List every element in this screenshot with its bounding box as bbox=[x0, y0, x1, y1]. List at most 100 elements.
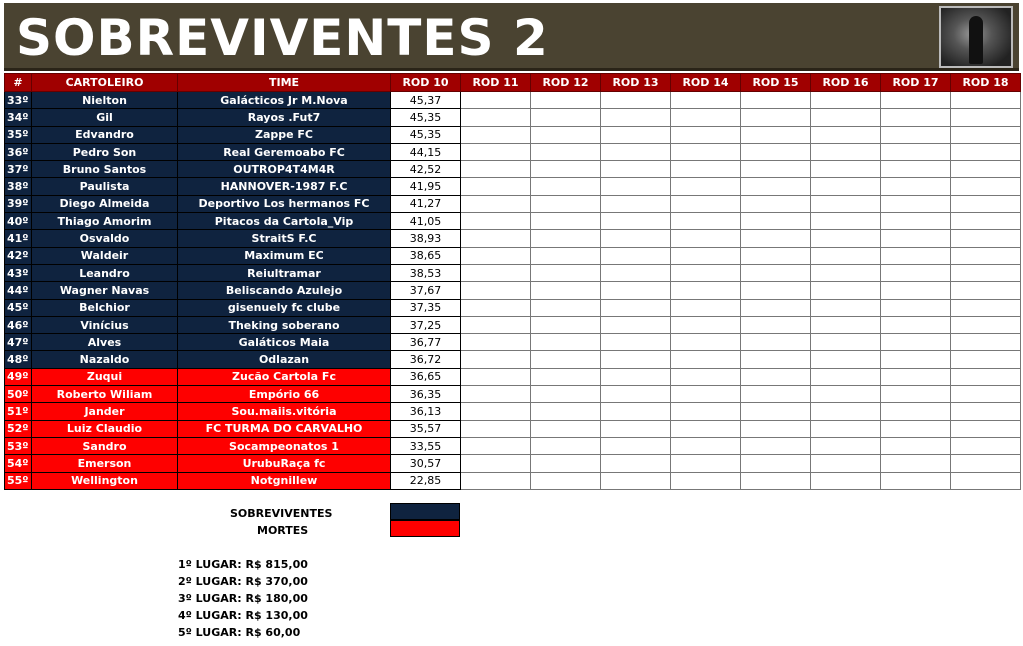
rank-cell: 51º bbox=[4, 402, 32, 421]
empty-round-cell bbox=[600, 419, 671, 438]
empty-round-cell bbox=[530, 263, 601, 283]
empty-round-cell bbox=[670, 125, 741, 144]
empty-round-cell bbox=[460, 229, 531, 248]
empty-round-cell bbox=[460, 194, 531, 214]
table-row: 37º Bruno Santos OUTROP4T4M4R 42,52 bbox=[4, 160, 1021, 179]
empty-round-cell bbox=[810, 263, 881, 283]
rank-cell: 49º bbox=[4, 367, 32, 387]
empty-round-cell bbox=[880, 160, 951, 179]
empty-round-cell bbox=[460, 298, 531, 317]
column-header: ROD 18 bbox=[950, 73, 1021, 92]
table-row: 51º Jander Sou.maiis.vitória 36,13 bbox=[4, 402, 1021, 421]
rod10-cell: 45,35 bbox=[390, 125, 461, 144]
empty-round-cell bbox=[880, 471, 951, 490]
empty-round-cell bbox=[670, 471, 741, 490]
empty-round-cell bbox=[670, 90, 741, 110]
empty-round-cell bbox=[880, 246, 951, 265]
legend-survivors-swatch bbox=[390, 503, 460, 520]
cartoleiro-cell: Edvandro bbox=[31, 125, 178, 144]
empty-round-cell bbox=[530, 419, 601, 438]
column-header: ROD 17 bbox=[880, 73, 951, 92]
cartoleiro-cell: Waldeir bbox=[31, 246, 178, 265]
empty-round-cell bbox=[950, 298, 1021, 317]
empty-round-cell bbox=[810, 246, 881, 265]
team-cell: UrubuRaça fc bbox=[177, 454, 391, 473]
empty-round-cell bbox=[950, 367, 1021, 387]
empty-round-cell bbox=[950, 90, 1021, 110]
rod10-cell: 41,05 bbox=[390, 212, 461, 231]
cartoleiro-cell: Thiago Amorim bbox=[31, 212, 178, 231]
empty-round-cell bbox=[950, 419, 1021, 438]
empty-round-cell bbox=[530, 436, 601, 456]
cartoleiro-cell: Luiz Claudio bbox=[31, 419, 178, 438]
empty-round-cell bbox=[530, 229, 601, 248]
prize-line: 5º LUGAR: R$ 60,00 bbox=[178, 626, 301, 639]
cartoleiro-cell: Osvaldo bbox=[31, 229, 178, 248]
empty-round-cell bbox=[460, 212, 531, 231]
table-row: 44º Wagner Navas Beliscando Azulejo 37,67 bbox=[4, 281, 1021, 300]
empty-round-cell bbox=[460, 108, 531, 127]
empty-round-cell bbox=[810, 177, 881, 196]
empty-round-cell bbox=[740, 402, 811, 421]
rank-cell: 52º bbox=[4, 419, 32, 438]
cartoleiro-cell: Diego Almeida bbox=[31, 194, 178, 214]
empty-round-cell bbox=[740, 298, 811, 317]
empty-round-cell bbox=[880, 436, 951, 456]
empty-round-cell bbox=[740, 281, 811, 300]
empty-round-cell bbox=[880, 333, 951, 352]
empty-round-cell bbox=[810, 436, 881, 456]
cartoleiro-cell: Leandro bbox=[31, 263, 178, 283]
empty-round-cell bbox=[600, 229, 671, 248]
table-row: 36º Pedro Son Real Geremoabo FC 44,15 bbox=[4, 142, 1021, 162]
empty-round-cell bbox=[880, 385, 951, 404]
empty-round-cell bbox=[670, 160, 741, 179]
rank-cell: 36º bbox=[4, 142, 32, 162]
cartoleiro-cell: Vinícius bbox=[31, 315, 178, 335]
cartoleiro-cell: Wagner Navas bbox=[31, 281, 178, 300]
empty-round-cell bbox=[810, 160, 881, 179]
team-cell: Zappe FC bbox=[177, 125, 391, 144]
empty-round-cell bbox=[880, 281, 951, 300]
cartoleiro-cell: Emerson bbox=[31, 454, 178, 473]
empty-round-cell bbox=[460, 419, 531, 438]
empty-round-cell bbox=[950, 246, 1021, 265]
column-header: ROD 16 bbox=[810, 73, 881, 92]
empty-round-cell bbox=[810, 281, 881, 300]
empty-round-cell bbox=[600, 367, 671, 387]
rank-cell: 50º bbox=[4, 385, 32, 404]
cartoleiro-cell: Paulista bbox=[31, 177, 178, 196]
empty-round-cell bbox=[880, 263, 951, 283]
empty-round-cell bbox=[600, 333, 671, 352]
cartoleiro-cell: Pedro Son bbox=[31, 142, 178, 162]
empty-round-cell bbox=[950, 315, 1021, 335]
empty-round-cell bbox=[880, 90, 951, 110]
empty-round-cell bbox=[950, 333, 1021, 352]
empty-round-cell bbox=[880, 298, 951, 317]
empty-round-cell bbox=[810, 471, 881, 490]
rod10-cell: 36,65 bbox=[390, 367, 461, 387]
team-cell: Theking soberano bbox=[177, 315, 391, 335]
legend-survivors-label: SOBREVIVENTES bbox=[230, 507, 333, 520]
table-row: 35º Edvandro Zappe FC 45,35 bbox=[4, 125, 1021, 144]
empty-round-cell bbox=[460, 436, 531, 456]
empty-round-cell bbox=[810, 229, 881, 248]
column-header: ROD 12 bbox=[530, 73, 601, 92]
empty-round-cell bbox=[950, 229, 1021, 248]
empty-round-cell bbox=[530, 90, 601, 110]
team-cell: Real Geremoabo FC bbox=[177, 142, 391, 162]
table-row: 38º Paulista HANNOVER-1987 F.C 41,95 bbox=[4, 177, 1021, 196]
rod10-cell: 36,13 bbox=[390, 402, 461, 421]
rank-cell: 46º bbox=[4, 315, 32, 335]
rod10-cell: 41,95 bbox=[390, 177, 461, 196]
empty-round-cell bbox=[740, 436, 811, 456]
team-cell: OUTROP4T4M4R bbox=[177, 160, 391, 179]
team-cell: gisenuely fc clube bbox=[177, 298, 391, 317]
empty-round-cell bbox=[810, 419, 881, 438]
empty-round-cell bbox=[810, 315, 881, 335]
cartoleiro-cell: Nielton bbox=[31, 90, 178, 110]
empty-round-cell bbox=[460, 402, 531, 421]
empty-round-cell bbox=[810, 350, 881, 369]
team-cell: Notgnillew bbox=[177, 471, 391, 490]
rank-cell: 43º bbox=[4, 263, 32, 283]
empty-round-cell bbox=[530, 333, 601, 352]
